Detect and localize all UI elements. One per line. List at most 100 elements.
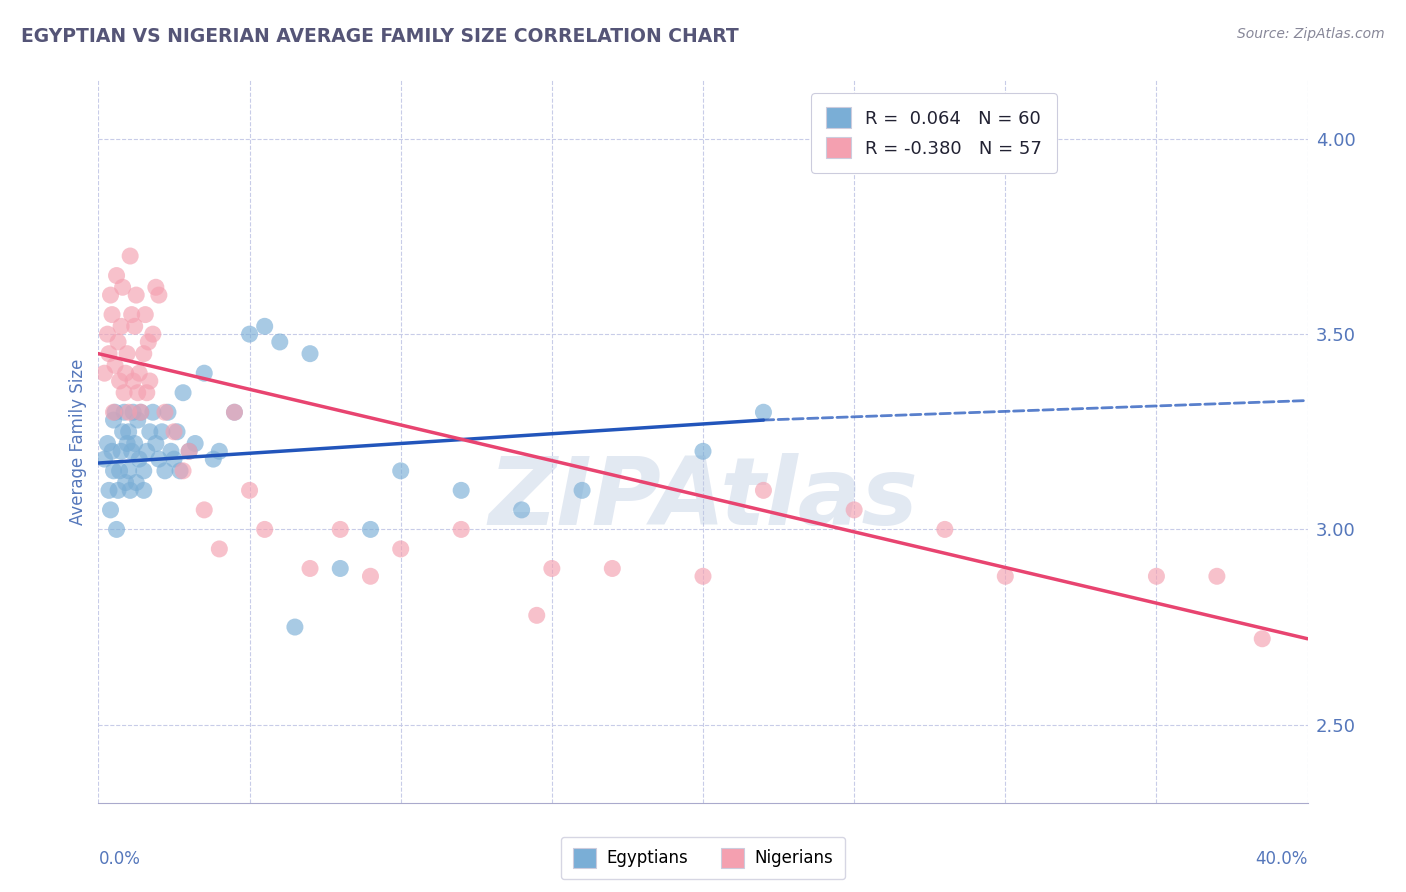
Point bbox=[118, 464, 141, 478]
Point bbox=[163, 425, 186, 439]
Point bbox=[752, 405, 775, 419]
Point bbox=[156, 405, 179, 419]
Point bbox=[160, 444, 183, 458]
Point bbox=[124, 319, 146, 334]
Point bbox=[224, 405, 246, 419]
Point bbox=[93, 452, 115, 467]
Point bbox=[172, 464, 194, 478]
Point bbox=[101, 444, 124, 458]
Point bbox=[98, 346, 121, 360]
Point bbox=[139, 374, 162, 388]
Point bbox=[1251, 632, 1274, 646]
Point bbox=[139, 425, 162, 439]
Point bbox=[239, 483, 262, 498]
Point bbox=[692, 444, 714, 458]
Point bbox=[114, 475, 136, 490]
Point bbox=[172, 385, 194, 400]
Point bbox=[169, 464, 191, 478]
Point bbox=[163, 452, 186, 467]
Point bbox=[112, 405, 135, 419]
Point bbox=[122, 374, 145, 388]
Text: Source: ZipAtlas.com: Source: ZipAtlas.com bbox=[1237, 27, 1385, 41]
Point bbox=[104, 405, 127, 419]
Point bbox=[208, 541, 231, 556]
Point bbox=[129, 405, 152, 419]
Point bbox=[450, 523, 472, 537]
Point bbox=[153, 464, 176, 478]
Point bbox=[110, 319, 132, 334]
Point bbox=[148, 288, 170, 302]
Point bbox=[239, 327, 262, 342]
Point bbox=[121, 308, 143, 322]
Point bbox=[105, 523, 128, 537]
Point bbox=[122, 405, 145, 419]
Point bbox=[389, 464, 412, 478]
Point bbox=[120, 249, 142, 263]
Point bbox=[253, 319, 276, 334]
Point bbox=[100, 503, 122, 517]
Point bbox=[360, 569, 382, 583]
Point bbox=[166, 425, 188, 439]
Point bbox=[1206, 569, 1229, 583]
Point bbox=[120, 483, 142, 498]
Point bbox=[193, 503, 215, 517]
Point bbox=[179, 444, 201, 458]
Point bbox=[114, 366, 136, 380]
Point bbox=[150, 425, 173, 439]
Point bbox=[224, 405, 246, 419]
Point bbox=[132, 346, 155, 360]
Text: ZIPAtlas: ZIPAtlas bbox=[488, 453, 918, 545]
Point bbox=[101, 308, 124, 322]
Point bbox=[127, 385, 149, 400]
Point bbox=[571, 483, 593, 498]
Point bbox=[118, 425, 141, 439]
Point bbox=[145, 280, 167, 294]
Point bbox=[208, 444, 231, 458]
Point bbox=[118, 405, 141, 419]
Point bbox=[142, 327, 165, 342]
Text: 40.0%: 40.0% bbox=[1256, 850, 1308, 868]
Point bbox=[135, 385, 157, 400]
Point bbox=[360, 523, 382, 537]
Point bbox=[510, 503, 533, 517]
Point bbox=[142, 405, 165, 419]
Point bbox=[132, 483, 155, 498]
Point bbox=[329, 523, 352, 537]
Text: 0.0%: 0.0% bbox=[98, 850, 141, 868]
Point bbox=[135, 444, 157, 458]
Point bbox=[115, 346, 138, 360]
Point bbox=[105, 268, 128, 283]
Point bbox=[112, 385, 135, 400]
Point bbox=[110, 444, 132, 458]
Point bbox=[153, 405, 176, 419]
Point bbox=[450, 483, 472, 498]
Point bbox=[148, 452, 170, 467]
Point bbox=[103, 464, 125, 478]
Point bbox=[103, 405, 125, 419]
Point bbox=[128, 366, 150, 380]
Point bbox=[179, 444, 201, 458]
Point bbox=[128, 452, 150, 467]
Point bbox=[96, 327, 118, 342]
Point bbox=[299, 561, 322, 575]
Point bbox=[136, 334, 159, 349]
Point bbox=[329, 561, 352, 575]
Point bbox=[193, 366, 215, 380]
Point bbox=[934, 523, 956, 537]
Point bbox=[145, 436, 167, 450]
Point bbox=[994, 569, 1017, 583]
Point bbox=[127, 413, 149, 427]
Point bbox=[602, 561, 624, 575]
Point bbox=[108, 374, 131, 388]
Point bbox=[844, 503, 866, 517]
Point bbox=[202, 452, 225, 467]
Point bbox=[526, 608, 548, 623]
Point bbox=[111, 425, 134, 439]
Point bbox=[125, 475, 148, 490]
Point bbox=[269, 334, 291, 349]
Point bbox=[134, 308, 156, 322]
Point bbox=[98, 483, 121, 498]
Point bbox=[540, 561, 562, 575]
Point bbox=[125, 288, 148, 302]
Point bbox=[692, 569, 714, 583]
